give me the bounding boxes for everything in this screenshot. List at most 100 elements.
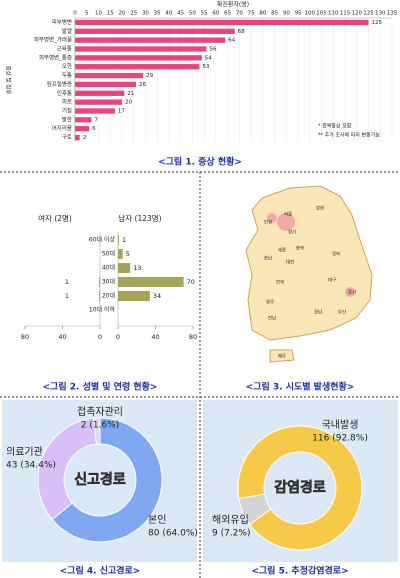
bar — [118, 263, 131, 273]
x-tick-label: 130 — [375, 11, 386, 17]
bar — [99, 291, 100, 301]
x-tick-label: 10 — [95, 11, 102, 17]
region-label: 경기 — [288, 229, 296, 236]
bar — [75, 55, 202, 61]
bar — [118, 291, 150, 301]
center-label: 신고경로 — [74, 471, 126, 488]
value-label: 21 — [127, 91, 134, 97]
y-tick-label: 어지러움 — [52, 124, 72, 132]
x-tick-label: 0 — [73, 11, 77, 17]
slice-name: 국내발생 — [322, 419, 359, 431]
y-tick-label: 두통 — [62, 72, 72, 79]
map-land — [245, 185, 373, 341]
note: * 중복증상 포함 — [318, 123, 352, 130]
value-label: 13 — [133, 264, 141, 272]
bar — [99, 277, 100, 287]
axis-title: 확진환자(명) — [217, 1, 249, 9]
x-tick-label: 80 — [21, 333, 29, 341]
center-label: 감염경로 — [274, 479, 326, 496]
bar — [75, 90, 125, 96]
x-tick-label: 50 — [189, 11, 196, 17]
x-tick-label: 40 — [58, 333, 66, 341]
value-label: 20 — [125, 100, 132, 106]
x-tick-label: 75 — [248, 11, 255, 17]
x-tick-label: 35 — [154, 11, 161, 17]
value-label: 6 — [92, 126, 96, 132]
donut-slice — [238, 493, 272, 525]
caption: <그림 5. 추정감염경로> — [251, 565, 348, 577]
value-label: 5 — [126, 250, 130, 258]
region-label: 세종 — [278, 247, 286, 254]
note: ** 추가 조사에 따라 변동가능 — [318, 132, 380, 139]
region-label: 경북 — [332, 251, 340, 258]
y-tick-label: 발한 — [62, 115, 72, 123]
x-tick-label: 70 — [236, 11, 243, 17]
bar — [75, 134, 80, 141]
y-tick-label: 피로 — [62, 98, 72, 106]
region-label: 광주 — [266, 299, 274, 306]
x-tick-label: 45 — [177, 11, 184, 17]
x-tick-label: 85 — [271, 11, 278, 17]
value-label: 1 — [65, 292, 69, 300]
x-tick-label: 95 — [295, 11, 302, 17]
map-island — [269, 349, 295, 363]
value-label: 70 — [187, 278, 195, 286]
x-tick-label: 90 — [283, 11, 290, 17]
region-label: 대전 — [286, 259, 294, 266]
region-label: 전북 — [276, 279, 284, 286]
x-tick-label: 100 — [305, 11, 316, 17]
x-tick-label: 0 — [98, 333, 102, 341]
bar — [75, 81, 137, 88]
x-tick-label: 55 — [201, 11, 208, 17]
bar — [75, 108, 115, 114]
donut-slice — [93, 417, 101, 445]
region-label: 대구 — [328, 277, 336, 284]
value-label: 17 — [118, 109, 125, 115]
y-tick-label: 구토 — [62, 134, 72, 141]
region-label: 충남 — [264, 255, 272, 262]
value-label: 7 — [94, 117, 98, 123]
donut-slice — [51, 417, 163, 543]
region-label: 서울 — [284, 211, 292, 218]
region-label: 인천 — [264, 219, 272, 226]
caption: <그림 2. 성별 및 연령 현황> — [43, 381, 158, 393]
value-label: 26 — [139, 82, 146, 88]
bar — [75, 28, 235, 34]
category-label: 50대 — [102, 250, 115, 258]
x-tick-label: 40 — [165, 11, 172, 17]
value-label: 56 — [209, 47, 216, 53]
category-label: 40대 — [102, 264, 115, 272]
region-label: 부산 — [338, 309, 346, 316]
y-tick-label: 기침 — [62, 107, 72, 115]
x-tick-label: 25 — [130, 11, 137, 17]
value-label: 29 — [146, 73, 153, 79]
region-label: 전남 — [268, 315, 276, 322]
category-label: 20대 — [102, 292, 115, 300]
x-tick-label: 60 — [212, 11, 219, 17]
bar — [75, 117, 92, 123]
slice-value: 9 (7.2%) — [212, 529, 250, 539]
donut-slice — [237, 425, 363, 551]
slice-value: 116 (92.8%) — [312, 434, 368, 444]
legend-label: 여자 (2명) — [38, 213, 72, 223]
donut-slice — [37, 417, 97, 521]
value-label: 125 — [372, 20, 383, 26]
x-tick-label: 0 — [116, 333, 120, 341]
x-tick-label: 135 — [387, 11, 398, 17]
value-label: 54 — [205, 55, 212, 61]
x-tick-label: 40 — [151, 333, 159, 341]
category-label: 10대 이하 — [89, 306, 116, 314]
y-tick-label: 근육통 — [57, 46, 72, 53]
slice-name: 해외유입 — [212, 513, 249, 526]
bar — [75, 64, 200, 70]
x-tick-label: 80 — [259, 11, 266, 17]
y-axis-title: 증상 및 징후 — [5, 66, 13, 95]
x-tick-label: 15 — [107, 11, 114, 17]
bar — [75, 19, 369, 26]
bar — [118, 235, 119, 245]
map-hotspot — [277, 213, 295, 231]
value-label: 2 — [83, 135, 87, 141]
slice-value: 2 (1.6%) — [81, 421, 119, 431]
x-tick-label: 20 — [118, 11, 125, 17]
y-tick-label: 피부병변_가려움 — [34, 36, 72, 44]
